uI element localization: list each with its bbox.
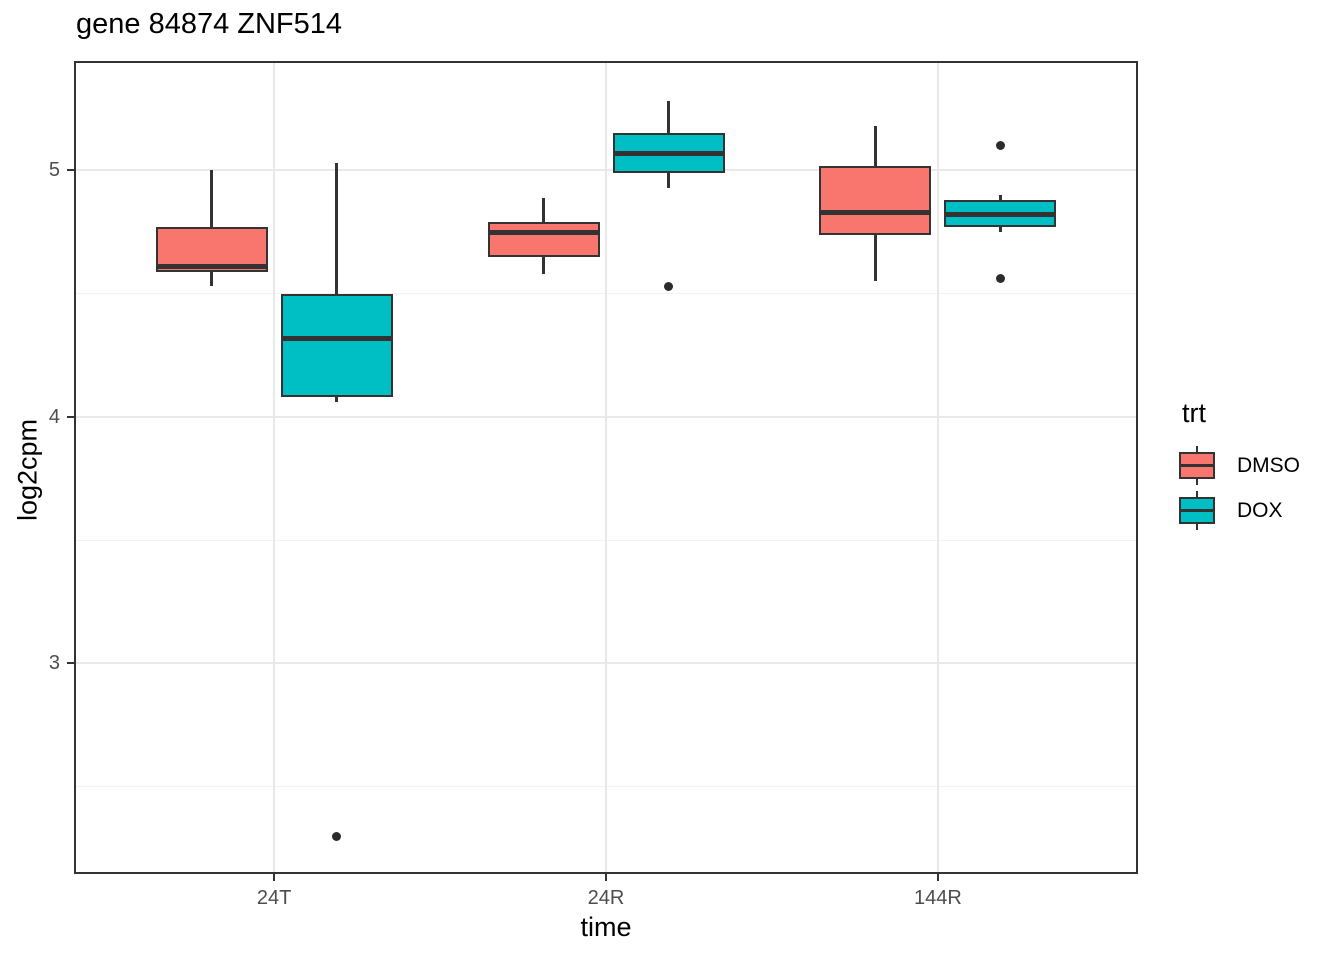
x-axis-tick bbox=[605, 873, 607, 881]
x-tick-label: 24R bbox=[587, 887, 625, 909]
x-tick-label: 144R bbox=[913, 887, 962, 909]
y-axis-tick bbox=[67, 662, 75, 665]
legend-key-boxplot-dox bbox=[1178, 488, 1216, 533]
legend-title: trt bbox=[1182, 398, 1206, 428]
y-axis-tick bbox=[67, 415, 75, 418]
gridline-major-x bbox=[936, 62, 939, 873]
box-dox-24t bbox=[280, 293, 393, 398]
median-line-dmso-144r bbox=[819, 209, 932, 215]
median-line-dox-144r bbox=[944, 212, 1057, 218]
legend-key-median bbox=[1181, 464, 1213, 467]
legend-key-box bbox=[1179, 497, 1215, 524]
y-axis-tick bbox=[67, 169, 75, 172]
x-tick-label: 24T bbox=[256, 887, 292, 909]
legend: trt DMSO DOX bbox=[1178, 398, 1300, 533]
y-axis-title: log2cpm bbox=[12, 418, 43, 522]
y-tick-label: 5 bbox=[48, 159, 60, 182]
legend-key-median bbox=[1181, 509, 1213, 512]
whisker-lower-dmso-24r bbox=[542, 256, 545, 274]
outlier-point-dox-144r bbox=[995, 274, 1005, 284]
plot-panel bbox=[75, 62, 1137, 873]
x-axis-title: time bbox=[580, 912, 632, 942]
whisker-upper-dox-24r bbox=[667, 101, 670, 134]
legend-entry-dox: DOX bbox=[1178, 488, 1300, 533]
whisker-upper-dox-24t bbox=[335, 163, 338, 294]
median-line-dox-24r bbox=[612, 150, 725, 156]
y-tick-label: 3 bbox=[48, 652, 60, 675]
whisker-upper-dmso-24t bbox=[210, 170, 213, 228]
whisker-lower-dmso-24t bbox=[210, 271, 213, 287]
x-axis-tick bbox=[936, 873, 939, 881]
x-axis-tick bbox=[273, 873, 276, 881]
box-dmso-24r bbox=[487, 222, 600, 257]
legend-label-dox: DOX bbox=[1237, 498, 1283, 522]
whisker-lower-dox-24r bbox=[667, 172, 670, 188]
whisker-lower-dox-24t bbox=[335, 397, 338, 403]
whisker-upper-dmso-144r bbox=[874, 126, 877, 166]
legend-entry-dmso: DMSO bbox=[1178, 443, 1300, 488]
plot-title: gene 84874 ZNF514 bbox=[76, 8, 343, 40]
whisker-upper-dmso-24r bbox=[542, 197, 545, 223]
outlier-point-dox-24t bbox=[332, 831, 342, 841]
outlier-point-dox-144r bbox=[995, 141, 1005, 151]
whisker-upper-dox-144r bbox=[999, 195, 1002, 201]
legend-key-boxplot-dmso bbox=[1178, 443, 1216, 488]
gridline-major-x bbox=[273, 62, 276, 873]
whisker-lower-dox-144r bbox=[999, 227, 1002, 233]
box-dmso-144r bbox=[819, 165, 932, 235]
median-line-dmso-24t bbox=[155, 264, 268, 270]
whisker-lower-dmso-144r bbox=[874, 234, 877, 282]
median-line-dox-24t bbox=[280, 335, 393, 341]
median-line-dmso-24r bbox=[487, 229, 600, 235]
gridline-major-x bbox=[605, 62, 607, 873]
y-tick-label: 4 bbox=[48, 405, 60, 428]
legend-key-box bbox=[1179, 452, 1215, 479]
outlier-point-dox-24r bbox=[664, 281, 673, 291]
legend-label-dmso: DMSO bbox=[1237, 453, 1300, 477]
